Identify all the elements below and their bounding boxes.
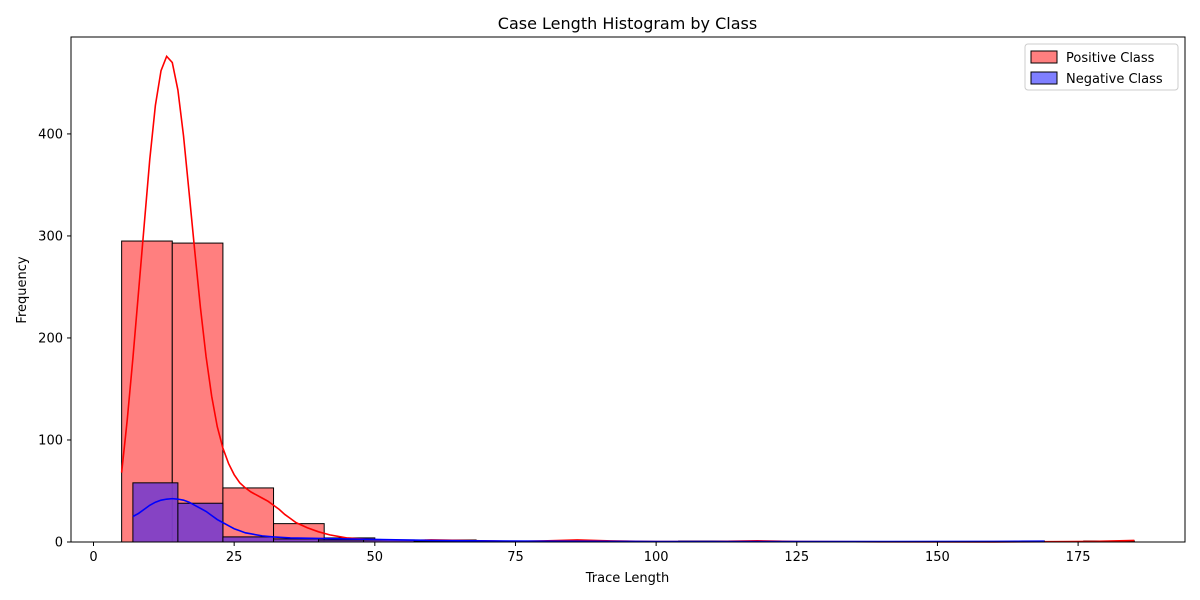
y-tick-label: 100 bbox=[38, 433, 63, 448]
legend: Positive Class Negative Class bbox=[1024, 43, 1179, 91]
x-tick-label: 50 bbox=[367, 550, 384, 565]
x-tick-label: 100 bbox=[644, 550, 669, 565]
x-tick-label: 150 bbox=[925, 550, 950, 565]
x-tick-label: 175 bbox=[1066, 550, 1091, 565]
x-tick-label: 75 bbox=[507, 550, 524, 565]
histogram-bar bbox=[171, 242, 224, 543]
x-tick-label: 25 bbox=[226, 550, 243, 565]
series-layer bbox=[120, 54, 1135, 543]
x-tick-label: 0 bbox=[89, 550, 97, 565]
y-tick-label: 400 bbox=[38, 127, 63, 142]
kde-line bbox=[132, 497, 1045, 543]
y-tick-label: 0 bbox=[55, 536, 63, 551]
x-axis-ticks: 0 25 50 75 100 125 150 175 bbox=[89, 542, 1091, 565]
histogram-bar bbox=[222, 536, 275, 543]
legend-label: Negative Class bbox=[1066, 72, 1163, 87]
legend-label: Positive Class bbox=[1066, 51, 1155, 66]
legend-swatch bbox=[1030, 71, 1058, 85]
legend-swatch bbox=[1030, 50, 1058, 64]
plot-area: 0 25 50 75 100 125 150 175 0 100 200 300 400 bbox=[38, 36, 1186, 565]
y-axis-ticks: 0 100 200 300 400 bbox=[38, 127, 71, 551]
chart-title: Case Length Histogram by Class bbox=[498, 14, 757, 33]
legend-box bbox=[1024, 43, 1179, 91]
x-tick-label: 125 bbox=[784, 550, 809, 565]
histogram-bar bbox=[177, 502, 224, 543]
series-1 bbox=[132, 482, 1045, 543]
y-axis-label: Frequency bbox=[15, 256, 30, 323]
y-tick-label: 300 bbox=[38, 229, 63, 244]
axes-frame bbox=[70, 36, 1186, 543]
y-tick-label: 200 bbox=[38, 331, 63, 346]
x-axis-label: Trace Length bbox=[585, 571, 669, 586]
